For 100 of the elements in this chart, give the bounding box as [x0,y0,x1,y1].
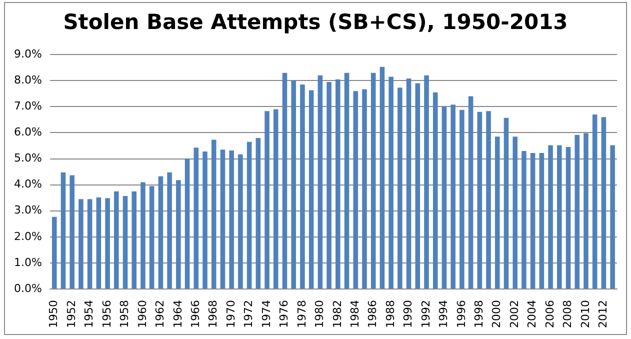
x-tick-label: 2004 [526,300,539,328]
y-tick-label: 6.0% [14,126,42,139]
x-tick-label: 2002 [508,300,521,328]
bar [194,148,199,289]
x-tick-label: 1990 [402,300,415,328]
x-tick-label: 1998 [472,300,486,328]
bar [557,145,562,289]
bar [584,133,588,289]
bar [184,158,190,289]
bar [362,89,367,289]
x-tick-label: 1950 [47,300,60,328]
x-tick-label: 1954 [82,300,96,328]
x-tick-label: 2010 [578,300,592,328]
bar [264,111,270,289]
bar [308,90,314,289]
bar [424,75,429,289]
bar [238,154,243,289]
bar [211,140,216,289]
bar [539,153,544,289]
bar [548,145,553,289]
x-tick-label: 2012 [596,300,610,328]
bar [370,72,376,289]
bar [442,106,447,289]
x-tick-label: 1964 [171,300,184,328]
bar [167,172,172,289]
bar [122,196,128,289]
bar [78,199,84,289]
bar [406,78,412,289]
x-tick-label: 1972 [242,300,256,328]
bar [610,145,615,289]
y-tick-label: 2.0% [14,230,42,243]
bar [114,191,119,289]
x-tick-label: 1976 [278,300,291,328]
bar [504,118,509,289]
y-tick-label: 4.0% [14,178,42,191]
x-tick-label: 1966 [189,300,202,328]
bar [176,180,181,289]
bar [291,80,296,289]
x-tick-label: 1960 [136,300,149,328]
x-tick-label: 1988 [384,300,397,328]
bar [105,198,110,289]
x-tick-label: 1986 [366,300,380,328]
bar [592,114,598,289]
x-tick-label: 1968 [206,300,220,328]
x-tick-label: 1978 [295,300,308,328]
x-tick-label: 1994 [437,300,450,328]
bar [140,182,146,289]
bar [388,76,394,289]
bar [344,72,350,289]
x-tick-label: 1956 [100,300,114,328]
x-tick-label: 1970 [224,300,238,328]
bar [398,88,402,289]
bar [380,66,385,289]
bar [432,92,438,289]
bar [229,150,234,289]
chart-title: Stolen Base Attempts (SB+CS), 1950-2013 [62,9,569,34]
y-tick-label: 9.0% [14,47,42,60]
y-tick-label: 3.0% [14,204,42,217]
bar [246,142,252,289]
x-tick-label: 1980 [313,300,326,328]
bar [96,197,102,289]
x-tick-label: 1984 [348,300,362,328]
bar [477,112,482,289]
x-tick-label: 1996 [454,300,468,328]
bar [256,138,261,289]
x-tick-label: 1962 [154,300,167,328]
bar [336,79,340,289]
bar [70,175,74,289]
bar [132,191,137,289]
x-tick-label: 1952 [64,300,78,328]
bar [318,75,323,289]
bar [353,91,358,289]
bar [512,136,518,289]
bar [52,216,57,289]
x-tick-label: 1982 [330,300,344,328]
bar [326,82,332,289]
bar [601,117,606,289]
bar [87,199,92,289]
y-tick-label: 0.0% [14,282,42,295]
bar [494,136,500,289]
bar [530,153,536,289]
bar [450,104,456,289]
bar [522,150,526,289]
bar [220,150,226,289]
x-tick-label: 1992 [419,300,432,328]
bar [300,84,305,289]
bar [574,134,580,289]
bar [202,151,208,289]
y-tick-label: 1.0% [14,256,42,269]
x-tick-label: 2008 [561,300,574,328]
y-tick-label: 7.0% [14,100,42,113]
bar [566,147,571,289]
x-tick-label: 1974 [260,300,273,328]
bar [60,172,66,289]
bar [158,176,164,289]
bar [468,96,474,289]
bar [415,83,420,289]
y-tick-label: 5.0% [14,152,42,165]
x-tick-label: 2000 [490,300,504,328]
y-tick-label: 8.0% [14,74,42,87]
